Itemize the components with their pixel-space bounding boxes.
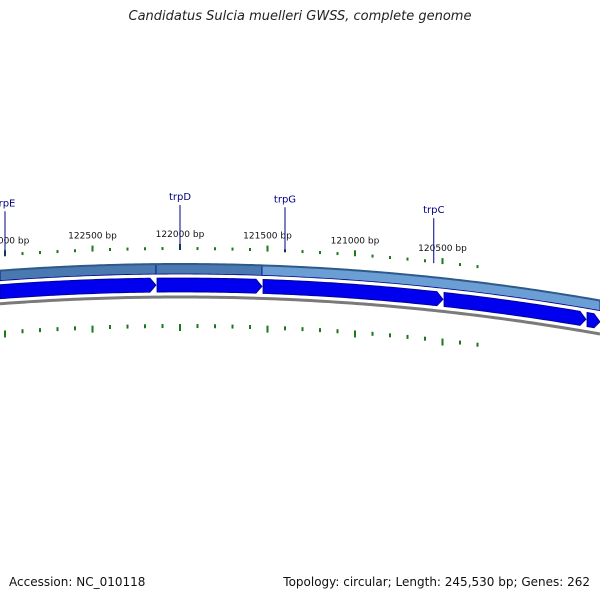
backbone-line [0,295,600,336]
gene-label: trpE [0,198,15,209]
scale-label: 121500 bp [243,232,292,242]
gene-label-trpG[interactable]: trpG [274,194,296,253]
gene-arrow[interactable] [262,279,444,307]
feature-band-edge [0,263,600,302]
gene-label-trpC[interactable]: trpC [423,205,444,264]
gene-label: trpC [423,205,444,216]
gene-arrows [0,277,600,329]
scale-label: 121000 bp [331,236,380,246]
gene-arrow[interactable] [586,311,600,329]
gene-arrow[interactable] [156,277,263,294]
scale-ticks-inner [4,324,479,347]
gene-label-trpD[interactable]: trpD [169,192,191,250]
gene-label: trpG [274,194,296,205]
genome-backbone [0,295,600,336]
scale-label: 122500 bp [68,232,117,242]
scale-label: 120500 bp [418,244,467,254]
gene-arrow[interactable] [0,277,157,300]
page-title: Candidatus Sulcia muelleri GWSS, complet… [128,9,472,24]
gene-label-trpE[interactable]: trpE [0,198,15,257]
gene-labels: trpE trpD trpG trpC [0,192,444,264]
gene-arrow[interactable] [443,291,587,326]
topology-label: Topology: circular; Length: 245,530 bp; … [283,575,590,589]
accession-label: Accession: NC_010118 [9,575,146,589]
gene-label: trpD [169,192,191,203]
scale-label: 123000 bp [0,236,30,246]
feature-bands [0,263,600,312]
